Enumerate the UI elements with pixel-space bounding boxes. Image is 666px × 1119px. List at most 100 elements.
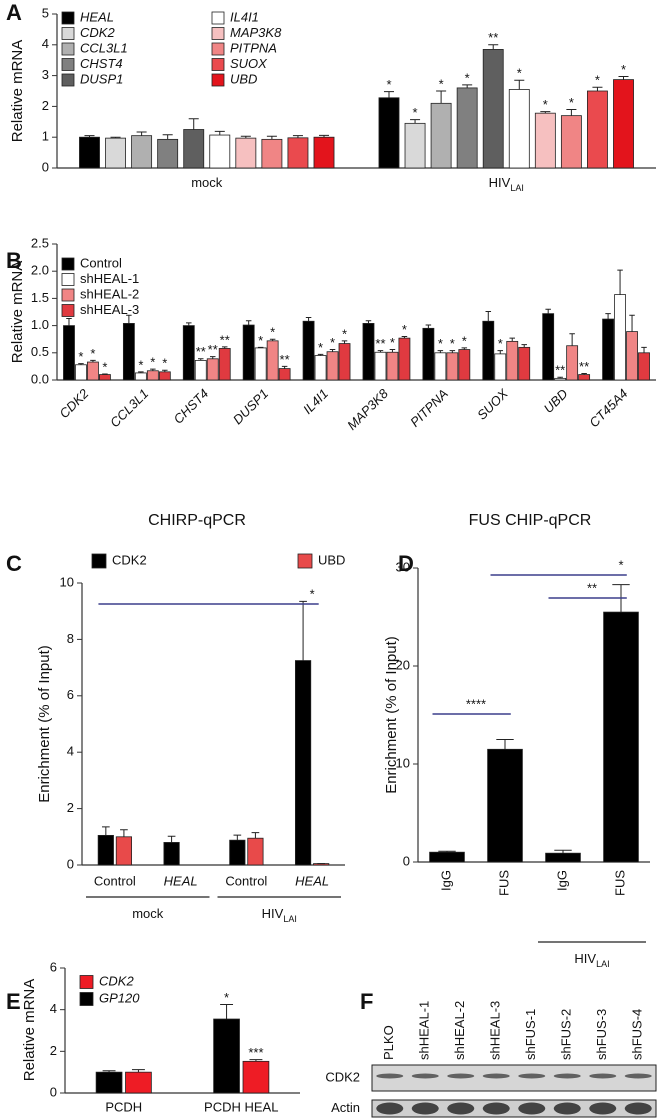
y-axis-label: Enrichment (% of Input) — [383, 636, 400, 794]
bar — [587, 90, 608, 169]
legend-label: CDK2 — [80, 25, 115, 40]
error-bar — [102, 373, 108, 375]
significance-star: * — [258, 333, 263, 348]
x-tick-label: PCDH — [105, 1099, 142, 1114]
error-bar — [251, 832, 260, 839]
legend-label: MAP3K8 — [230, 25, 282, 40]
error-bar — [240, 135, 251, 139]
x-tick-label: CDK2 — [56, 385, 92, 421]
error-bar — [540, 111, 551, 114]
blot-band — [376, 1073, 404, 1079]
bar — [458, 349, 471, 381]
error-bar — [84, 135, 95, 138]
error-bar — [167, 835, 176, 843]
bar — [614, 294, 626, 381]
bar — [554, 377, 567, 381]
legend-swatch — [297, 553, 313, 569]
y-tick-label: 8 — [67, 631, 74, 646]
legend-swatch — [211, 27, 225, 40]
error-bar — [131, 1069, 145, 1073]
y-tick-label: 1.5 — [31, 290, 49, 305]
bar — [294, 660, 312, 866]
group-label-main: mock — [132, 906, 164, 921]
error-bar — [299, 600, 307, 661]
panel-letter: A — [6, 0, 22, 25]
significance-star: ** — [555, 363, 565, 378]
error-bar — [245, 320, 252, 326]
bar — [326, 351, 339, 381]
bar — [261, 138, 283, 169]
legend-swatch — [211, 58, 225, 71]
y-tick-label: 10 — [60, 574, 74, 589]
error-bar — [233, 834, 242, 841]
x-tick-label: IgG — [554, 870, 569, 891]
bar — [518, 346, 531, 381]
bar — [603, 611, 639, 863]
x-tick-label: PCDH HEAL — [204, 1099, 278, 1114]
error-bar — [618, 76, 629, 80]
error-bar — [220, 1003, 234, 1020]
bar — [434, 352, 447, 381]
bar — [287, 137, 309, 169]
bar — [626, 331, 638, 381]
bar — [487, 748, 523, 863]
bar — [430, 102, 452, 169]
error-bar — [162, 134, 173, 140]
x-tick-label: Control — [94, 873, 136, 888]
blot-band — [482, 1073, 510, 1079]
error-bar — [78, 363, 84, 365]
bar — [115, 836, 133, 866]
bar — [254, 347, 267, 381]
bar — [378, 97, 400, 169]
y-axis-label: Enrichment (% of Input) — [36, 645, 53, 803]
error-bar — [317, 353, 324, 356]
bar — [229, 839, 246, 866]
significance-star: * — [462, 333, 467, 348]
bar — [242, 1060, 270, 1094]
blot-band — [482, 1102, 510, 1115]
group-label-main: HIV — [262, 906, 284, 921]
significance-star: * — [595, 73, 600, 88]
bar — [125, 1071, 152, 1094]
significance-star: *** — [248, 1045, 263, 1060]
bar — [235, 137, 257, 169]
x-tick-label: IL4I1 — [300, 386, 331, 417]
bar — [404, 122, 426, 169]
bar — [131, 135, 153, 169]
panel-letter: C — [6, 551, 22, 576]
error-bar — [514, 79, 525, 90]
significance-star: * — [621, 62, 626, 77]
error-bar — [554, 849, 572, 854]
group-label: HIVLAI — [574, 951, 609, 969]
bar — [266, 340, 279, 381]
error-bar — [545, 308, 551, 314]
bar — [429, 851, 465, 863]
bar — [63, 325, 75, 381]
bar — [99, 374, 111, 381]
lane-label: shHEAL-2 — [452, 1001, 467, 1060]
bar — [247, 837, 264, 866]
blot-frame — [371, 1099, 657, 1118]
legend-swatch — [61, 288, 75, 302]
x-tick-label: MAP3K8 — [344, 385, 391, 432]
bar — [638, 352, 650, 381]
significance-label: ** — [587, 580, 597, 595]
group-label: HIVLAI — [262, 906, 297, 924]
error-bar — [425, 324, 432, 329]
significance-label: * — [618, 557, 623, 572]
y-axis-label: Relative mRNA — [9, 261, 26, 364]
bar — [508, 89, 530, 169]
x-tick-label: IgG — [438, 870, 453, 891]
significance-star: * — [78, 349, 83, 364]
chart-title: FUS CHIP-qPCR — [469, 512, 592, 529]
significance-star: * — [138, 357, 143, 372]
error-bar — [401, 335, 408, 339]
y-tick-label: 10 — [396, 755, 410, 770]
bar — [506, 340, 519, 381]
y-tick-label: 0 — [403, 853, 410, 868]
group-label-sub: LAI — [596, 959, 610, 969]
y-tick-label: 0.5 — [31, 344, 49, 359]
y-tick-label: 0 — [42, 159, 49, 174]
x-tick-label: UBD — [541, 386, 571, 416]
